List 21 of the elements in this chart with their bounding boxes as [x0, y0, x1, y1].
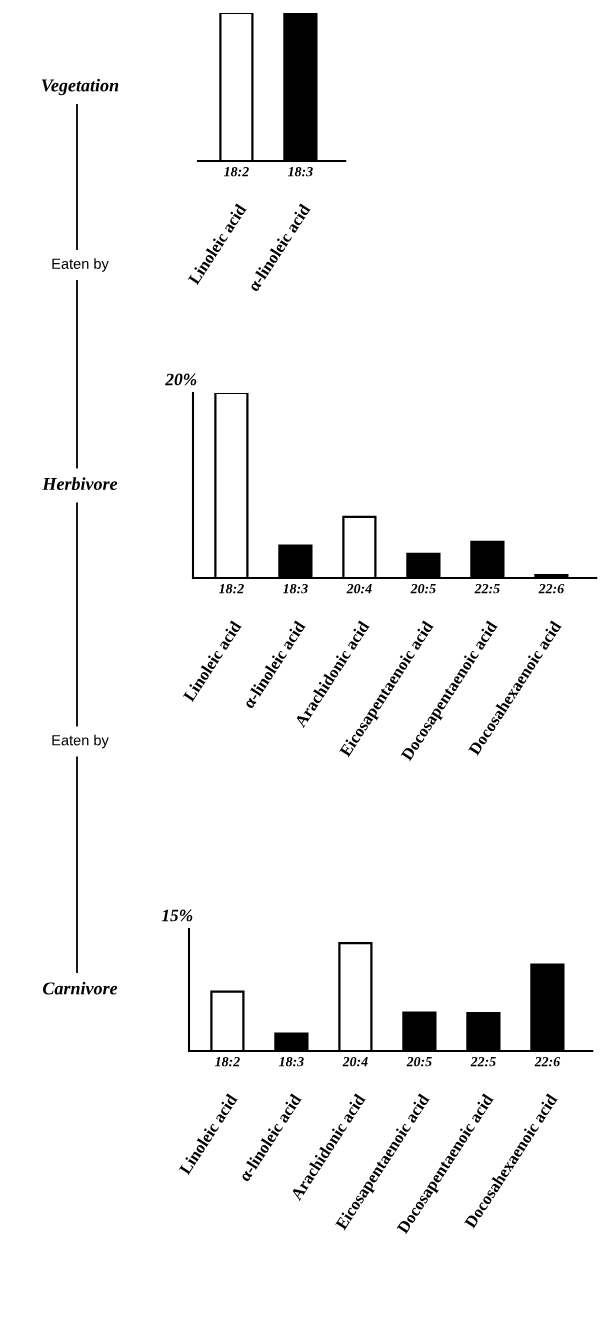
x-tick-label: 20:5	[410, 583, 436, 594]
text: Carnivore	[43, 981, 118, 995]
y-axis-title: 15%	[161, 909, 193, 922]
text: Eaten by	[52, 258, 109, 272]
x-tick-label: 20:4	[346, 583, 372, 594]
x-tick-label: 22:5	[474, 584, 500, 594]
x-tick-label: 18:3	[279, 1056, 304, 1067]
text: Vegetation	[41, 78, 119, 96]
text: Herbivore	[42, 477, 118, 491]
x-tick-label: 18:2	[224, 166, 249, 177]
y-axis-title: 20%	[165, 373, 197, 386]
x-tick-label: 22:6	[538, 584, 565, 594]
text: Eaten by	[52, 734, 109, 749]
x-tick-label: 20:5	[406, 1056, 432, 1067]
x-tick-label: 18:3	[283, 583, 308, 594]
x-tick-label: 20:4	[342, 1056, 368, 1067]
x-tick-label: 18:3	[288, 166, 313, 177]
x-tick-label: 18:2	[219, 583, 244, 594]
x-tick-label: 22:5	[470, 1057, 496, 1067]
x-tick-label: 18:2	[215, 1056, 240, 1067]
x-tick-label: 22:6	[534, 1057, 561, 1067]
